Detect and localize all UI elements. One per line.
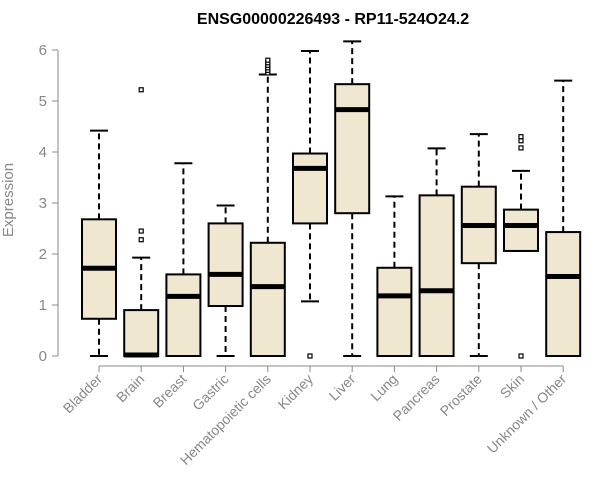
iqr-box [503,208,539,252]
y-tick-label: 3 [39,195,47,212]
iqr-box [249,241,286,357]
y-tick-label: 5 [39,93,47,110]
outlier-point [138,237,144,243]
y-tick-label: 1 [39,297,47,314]
y-tick-label: 2 [39,246,47,263]
box-gastric [207,204,244,357]
box-brain [123,87,160,358]
box-skin [503,134,539,359]
x-tick-label: Lung [367,371,400,404]
y-tick-label: 4 [39,144,47,161]
outlier-point [265,57,271,63]
iqr-box [165,273,202,357]
y-tick-label: 6 [39,42,47,59]
iqr-box [334,83,371,215]
box-lung [376,195,413,357]
x-tick-label: Brain [113,371,147,405]
outlier-point [138,228,144,234]
y-tick-label: 0 [39,348,47,365]
box-pancreas [418,147,455,357]
x-tick-label: Bladder [60,371,106,417]
box-liver [334,40,371,357]
outlier-point [518,138,524,144]
outlier-point [518,134,524,140]
x-tick-label: Unknown / Other [484,371,570,457]
x-tick-label: Skin [497,371,528,402]
x-tick-label: Liver [326,371,359,404]
box-prostate [460,133,497,357]
box-hematopoietic-cells [249,57,286,357]
x-tick-label: Prostate [437,371,485,419]
boxes-group [81,40,582,359]
iqr-box [123,309,160,358]
chart-title: ENSG00000226493 - RP11-524O24.2 [197,11,469,28]
iqr-box [545,231,582,358]
box-kidney [292,50,328,359]
outlier-point [518,353,524,359]
y-axis: 0 1 2 3 4 5 6 [39,42,59,365]
outlier-point [138,87,144,93]
iqr-box [418,194,455,357]
box-breast [165,162,202,357]
outlier-point [307,353,313,359]
box-unknown-other [545,79,582,358]
y-axis-label: Expression [0,163,17,237]
iqr-box [207,222,244,308]
iqr-box [292,152,328,225]
x-tick-label: Pancreas [390,371,443,424]
box-bladder [81,129,117,357]
x-tick-label: Kidney [275,371,317,413]
iqr-box [376,266,413,357]
outlier-point [518,145,524,151]
x-tick-label: Breast [150,371,190,411]
